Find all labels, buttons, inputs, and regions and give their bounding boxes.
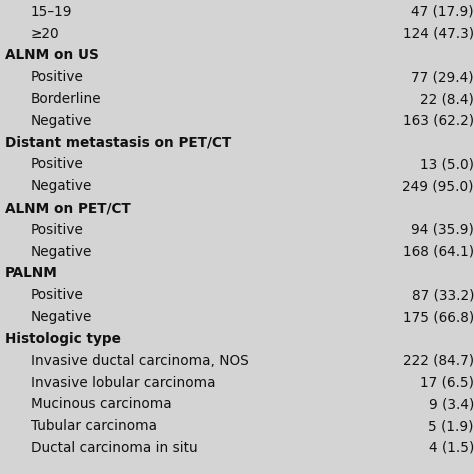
- Text: 77 (29.4): 77 (29.4): [411, 70, 474, 84]
- Text: 22 (8.4): 22 (8.4): [420, 92, 474, 106]
- Text: Histologic type: Histologic type: [5, 332, 120, 346]
- Text: 17 (6.5): 17 (6.5): [420, 375, 474, 390]
- Text: 249 (95.0): 249 (95.0): [402, 179, 474, 193]
- Text: Negative: Negative: [31, 245, 92, 259]
- Text: 15–19: 15–19: [31, 5, 73, 19]
- Text: ≥20: ≥20: [31, 27, 59, 41]
- Text: 222 (84.7): 222 (84.7): [403, 354, 474, 368]
- Text: Mucinous carcinoma: Mucinous carcinoma: [31, 397, 172, 411]
- Text: Negative: Negative: [31, 114, 92, 128]
- Text: 13 (5.0): 13 (5.0): [420, 157, 474, 172]
- Text: Negative: Negative: [31, 179, 92, 193]
- Text: 87 (33.2): 87 (33.2): [411, 288, 474, 302]
- Text: PALNM: PALNM: [5, 266, 58, 281]
- Text: 47 (17.9): 47 (17.9): [411, 5, 474, 19]
- Text: Distant metastasis on PET/CT: Distant metastasis on PET/CT: [5, 136, 231, 150]
- Text: 124 (47.3): 124 (47.3): [403, 27, 474, 41]
- Text: 4 (1.5): 4 (1.5): [428, 441, 474, 455]
- Text: ALNM on PET/CT: ALNM on PET/CT: [5, 201, 130, 215]
- Text: ALNM on US: ALNM on US: [5, 48, 99, 63]
- Text: 9 (3.4): 9 (3.4): [428, 397, 474, 411]
- Text: Tubular carcinoma: Tubular carcinoma: [31, 419, 157, 433]
- Text: Positive: Positive: [31, 70, 84, 84]
- Text: Negative: Negative: [31, 310, 92, 324]
- Text: Positive: Positive: [31, 157, 84, 172]
- Text: Invasive lobular carcinoma: Invasive lobular carcinoma: [31, 375, 215, 390]
- Text: Ductal carcinoma in situ: Ductal carcinoma in situ: [31, 441, 198, 455]
- Text: 5 (1.9): 5 (1.9): [428, 419, 474, 433]
- Text: Borderline: Borderline: [31, 92, 101, 106]
- Text: 163 (62.2): 163 (62.2): [403, 114, 474, 128]
- Text: 175 (66.8): 175 (66.8): [403, 310, 474, 324]
- Text: Invasive ductal carcinoma, NOS: Invasive ductal carcinoma, NOS: [31, 354, 248, 368]
- Text: 94 (35.9): 94 (35.9): [411, 223, 474, 237]
- Text: 168 (64.1): 168 (64.1): [403, 245, 474, 259]
- Text: Positive: Positive: [31, 223, 84, 237]
- Text: Positive: Positive: [31, 288, 84, 302]
